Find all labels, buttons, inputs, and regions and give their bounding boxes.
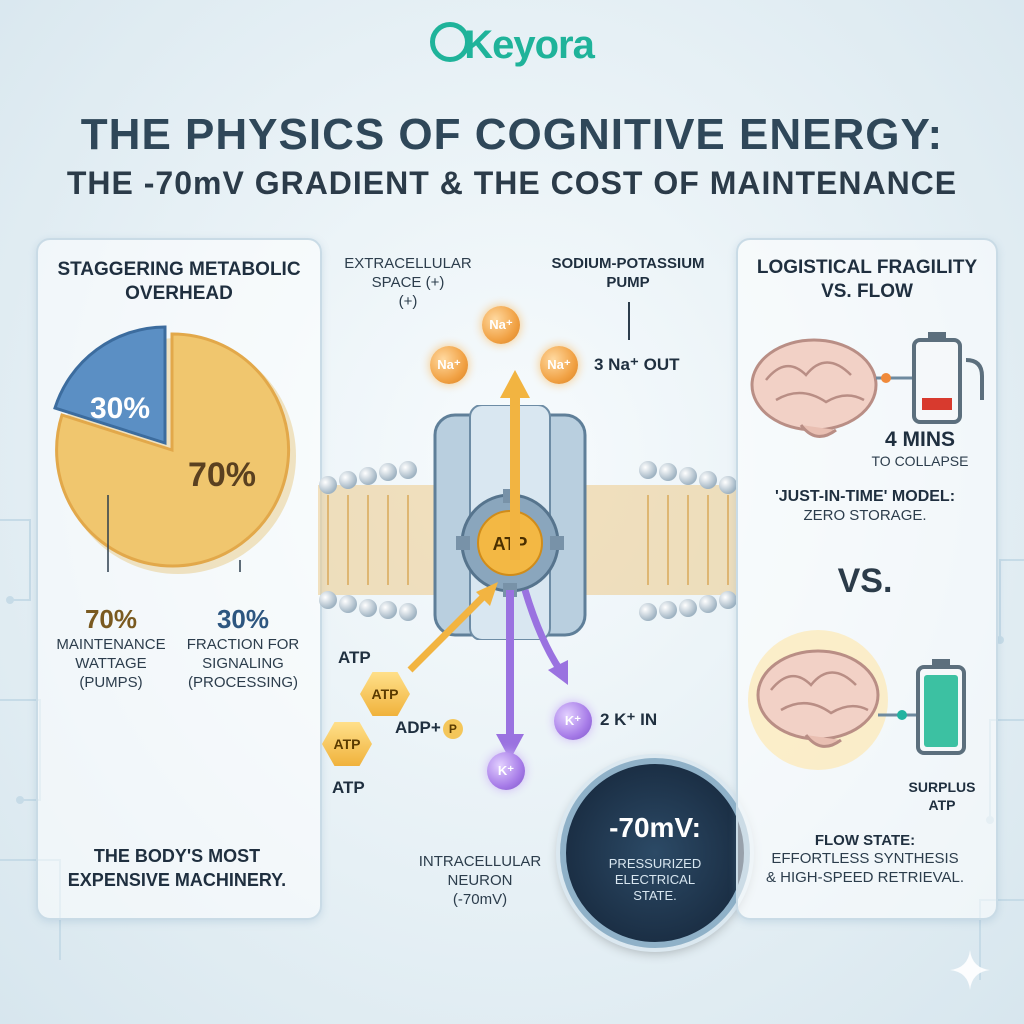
pump-label-line2: PUMP bbox=[528, 273, 728, 292]
extracellular-label: EXTRACELLULAR SPACE (+) (+) bbox=[328, 254, 488, 311]
surplus-atp: SURPLUS ATP bbox=[896, 778, 988, 814]
extracellular-line3: (+) bbox=[328, 292, 488, 311]
gauge-caption-line2: ELECTRICAL bbox=[566, 872, 744, 888]
gauge-caption: PRESSURIZED ELECTRICAL STATE. bbox=[566, 856, 744, 904]
brain-high-energy-icon bbox=[746, 625, 996, 775]
metabolic-pie-chart: 30% 70% bbox=[50, 310, 310, 580]
signaling-value: 30% bbox=[180, 604, 306, 635]
potassium-ion-right: K⁺ bbox=[554, 702, 592, 740]
gauge-caption-line3: STATE. bbox=[566, 888, 744, 904]
fragility-heading-line1: LOGISTICAL FRAGILITY bbox=[738, 256, 996, 280]
page-title: THE PHYSICS OF COGNITIVE ENERGY: bbox=[0, 110, 1024, 160]
signaling-stat: 30% FRACTION FOR SIGNALING (PROCESSING) bbox=[180, 604, 306, 692]
extracellular-line2: SPACE (+) bbox=[328, 273, 488, 292]
brand-logo: Keyora bbox=[0, 22, 1024, 68]
maintenance-value: 70% bbox=[52, 604, 170, 635]
signaling-line1: FRACTION FOR bbox=[180, 635, 306, 654]
metabolic-heading-line1: STAGGERING METABOLIC bbox=[38, 258, 320, 282]
potassium-in-label: 2 K⁺ IN bbox=[600, 710, 657, 730]
adp-label: ADP+ bbox=[395, 718, 441, 737]
flow-line1: EFFORTLESS SYNTHESIS bbox=[736, 849, 994, 868]
collapse-label: TO COLLAPSE bbox=[860, 452, 980, 471]
page-subtitle: THE -70mV GRADIENT & THE COST OF MAINTEN… bbox=[0, 165, 1024, 202]
pump-leader-line bbox=[628, 302, 630, 340]
metabolic-heading-line2: OVERHEAD bbox=[38, 282, 320, 306]
flow-state: FLOW STATE: EFFORTLESS SYNTHESIS & HIGH-… bbox=[736, 832, 994, 887]
sparkle-icon bbox=[948, 948, 992, 992]
intracellular-line1: INTRACELLULAR bbox=[400, 852, 560, 871]
collapse-stat: 4 MINS TO COLLAPSE bbox=[860, 428, 980, 471]
signaling-line2: SIGNALING bbox=[180, 654, 306, 673]
pie-label-70: 70% bbox=[188, 456, 256, 494]
sodium-out-label: 3 Na⁺ OUT bbox=[594, 355, 680, 375]
sodium-ion-top: Na⁺ bbox=[482, 306, 520, 344]
jit-model-line1: 'JUST-IN-TIME' MODEL: bbox=[736, 488, 994, 506]
jit-model: 'JUST-IN-TIME' MODEL: ZERO STORAGE. bbox=[736, 488, 994, 525]
surplus-line2: ATP bbox=[896, 796, 988, 814]
maintenance-stat: 70% MAINTENANCE WATTAGE (PUMPS) bbox=[52, 604, 170, 692]
metabolic-footer-line2: EXPENSIVE MACHINERY. bbox=[36, 868, 318, 892]
maintenance-line2: WATTAGE bbox=[52, 654, 170, 673]
intracellular-line2: NEURON bbox=[400, 871, 560, 890]
sodium-ion-left: Na⁺ bbox=[430, 346, 468, 384]
atp-label-bottom: ATP bbox=[332, 778, 365, 798]
metabolic-footer-line1: THE BODY'S MOST bbox=[36, 844, 318, 868]
gauge-caption-line1: PRESSURIZED bbox=[566, 856, 744, 872]
flow-line2: & HIGH-SPEED RETRIEVAL. bbox=[736, 868, 994, 887]
maintenance-line3: (PUMPS) bbox=[52, 673, 170, 692]
atp-label-top: ATP bbox=[338, 648, 371, 668]
fragility-heading-line2: VS. FLOW bbox=[738, 280, 996, 304]
jit-model-line2: ZERO STORAGE. bbox=[736, 506, 994, 525]
adp-phosphate-label: ADP+ P bbox=[395, 718, 463, 739]
signaling-line3: (PROCESSING) bbox=[180, 673, 306, 692]
pie-label-30: 30% bbox=[90, 392, 150, 425]
extracellular-line1: EXTRACELLULAR bbox=[328, 254, 488, 273]
pump-label: SODIUM-POTASSIUM PUMP bbox=[528, 254, 728, 292]
potassium-ion-bottom: K⁺ bbox=[487, 752, 525, 790]
brand-logo-text: Keyora bbox=[464, 23, 594, 67]
intracellular-line3: (-70mV) bbox=[400, 890, 560, 909]
pump-label-line1: SODIUM-POTASSIUM bbox=[528, 254, 728, 273]
flow-title: FLOW STATE: bbox=[736, 832, 994, 849]
intracellular-label: INTRACELLULAR NEURON (-70mV) bbox=[400, 852, 560, 909]
metabolic-footer: THE BODY'S MOST EXPENSIVE MACHINERY. bbox=[36, 844, 318, 892]
phosphate-icon: P bbox=[443, 719, 463, 739]
maintenance-line1: MAINTENANCE bbox=[52, 635, 170, 654]
versus-label: VS. bbox=[736, 562, 994, 601]
gauge-value: -70mV: bbox=[566, 812, 744, 844]
sodium-ion-right: Na⁺ bbox=[540, 346, 578, 384]
membrane-potential-gauge: -70mV: PRESSURIZED ELECTRICAL STATE. bbox=[560, 758, 750, 948]
collapse-time: 4 MINS bbox=[860, 428, 980, 452]
surplus-line1: SURPLUS bbox=[896, 778, 988, 796]
